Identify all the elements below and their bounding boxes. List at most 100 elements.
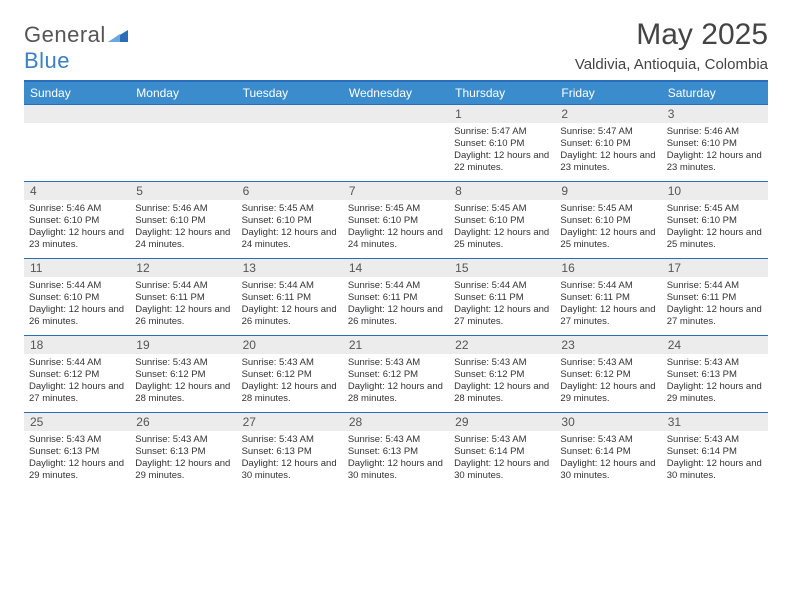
day-number: 18 [24,336,130,354]
sunset-text: Sunset: 6:11 PM [667,292,763,304]
daylight-text: Daylight: 12 hours and 23 minutes. [560,150,656,174]
sunrise-text: Sunrise: 5:47 AM [454,126,550,138]
weekday-header-row: SundayMondayTuesdayWednesdayThursdayFrid… [24,82,768,104]
sunset-text: Sunset: 6:12 PM [348,369,444,381]
daylight-text: Daylight: 12 hours and 25 minutes. [454,227,550,251]
daylight-text: Daylight: 12 hours and 30 minutes. [454,458,550,482]
day-number: 15 [449,259,555,277]
daylight-text: Daylight: 12 hours and 26 minutes. [29,304,125,328]
day-number: 30 [555,413,661,431]
daylight-text: Daylight: 12 hours and 28 minutes. [348,381,444,405]
daylight-text: Daylight: 12 hours and 27 minutes. [454,304,550,328]
calendar-week: 123Sunrise: 5:47 AMSunset: 6:10 PMDaylig… [24,104,768,181]
calendar-grid: SundayMondayTuesdayWednesdayThursdayFrid… [24,80,768,489]
day-cell: Sunrise: 5:45 AMSunset: 6:10 PMDaylight:… [237,200,343,258]
brand-name-a: General [24,22,106,47]
daylight-text: Daylight: 12 hours and 29 minutes. [560,381,656,405]
day-number: 7 [343,182,449,200]
daylight-text: Daylight: 12 hours and 26 minutes. [135,304,231,328]
calendar-week: 18192021222324Sunrise: 5:44 AMSunset: 6:… [24,335,768,412]
day-number: 27 [237,413,343,431]
daylight-text: Daylight: 12 hours and 30 minutes. [348,458,444,482]
daylight-text: Daylight: 12 hours and 27 minutes. [667,304,763,328]
day-number: 16 [555,259,661,277]
sunrise-text: Sunrise: 5:47 AM [560,126,656,138]
daylight-text: Daylight: 12 hours and 27 minutes. [560,304,656,328]
sunset-text: Sunset: 6:10 PM [242,215,338,227]
day-cell: Sunrise: 5:44 AMSunset: 6:12 PMDaylight:… [24,354,130,412]
sunset-text: Sunset: 6:11 PM [242,292,338,304]
weekday-header: Wednesday [343,82,449,104]
daylight-text: Daylight: 12 hours and 28 minutes. [454,381,550,405]
day-cell: Sunrise: 5:46 AMSunset: 6:10 PMDaylight:… [130,200,236,258]
daylight-text: Daylight: 12 hours and 24 minutes. [348,227,444,251]
day-cell: Sunrise: 5:43 AMSunset: 6:13 PMDaylight:… [237,431,343,489]
sunset-text: Sunset: 6:13 PM [348,446,444,458]
sunrise-text: Sunrise: 5:44 AM [667,280,763,292]
sunset-text: Sunset: 6:14 PM [560,446,656,458]
day-cell: Sunrise: 5:45 AMSunset: 6:10 PMDaylight:… [555,200,661,258]
day-cell: Sunrise: 5:47 AMSunset: 6:10 PMDaylight:… [449,123,555,181]
day-number: 19 [130,336,236,354]
sunset-text: Sunset: 6:10 PM [667,215,763,227]
sunset-text: Sunset: 6:11 PM [135,292,231,304]
sunset-text: Sunset: 6:12 PM [560,369,656,381]
day-cell: Sunrise: 5:44 AMSunset: 6:10 PMDaylight:… [24,277,130,335]
day-number-empty [237,105,343,123]
sunrise-text: Sunrise: 5:46 AM [29,203,125,215]
day-number: 24 [662,336,768,354]
sunset-text: Sunset: 6:14 PM [667,446,763,458]
daylight-text: Daylight: 12 hours and 27 minutes. [29,381,125,405]
day-cell-empty [343,123,449,181]
day-cell: Sunrise: 5:45 AMSunset: 6:10 PMDaylight:… [662,200,768,258]
day-cell: Sunrise: 5:44 AMSunset: 6:11 PMDaylight:… [449,277,555,335]
daylight-text: Daylight: 12 hours and 29 minutes. [29,458,125,482]
sunrise-text: Sunrise: 5:44 AM [29,357,125,369]
daylight-text: Daylight: 12 hours and 28 minutes. [135,381,231,405]
day-cell: Sunrise: 5:46 AMSunset: 6:10 PMDaylight:… [662,123,768,181]
sunrise-text: Sunrise: 5:43 AM [29,434,125,446]
day-cell: Sunrise: 5:43 AMSunset: 6:13 PMDaylight:… [130,431,236,489]
day-number: 8 [449,182,555,200]
day-cell: Sunrise: 5:43 AMSunset: 6:12 PMDaylight:… [449,354,555,412]
sunset-text: Sunset: 6:10 PM [29,292,125,304]
sunrise-text: Sunrise: 5:43 AM [667,434,763,446]
weekday-header: Monday [130,82,236,104]
daylight-text: Daylight: 12 hours and 30 minutes. [242,458,338,482]
day-number: 11 [24,259,130,277]
brand-triangle-icon [108,22,128,48]
day-cell: Sunrise: 5:43 AMSunset: 6:13 PMDaylight:… [343,431,449,489]
day-number: 4 [24,182,130,200]
month-title: May 2025 [575,18,768,52]
weekday-header: Thursday [449,82,555,104]
sunset-text: Sunset: 6:10 PM [667,138,763,150]
sunrise-text: Sunrise: 5:45 AM [242,203,338,215]
page-header: GeneralBlue May 2025 Valdivia, Antioquia… [24,18,768,74]
sunrise-text: Sunrise: 5:43 AM [454,434,550,446]
sunrise-text: Sunrise: 5:44 AM [135,280,231,292]
weeks-container: 123Sunrise: 5:47 AMSunset: 6:10 PMDaylig… [24,104,768,489]
sunset-text: Sunset: 6:11 PM [348,292,444,304]
calendar-week: 45678910Sunrise: 5:46 AMSunset: 6:10 PMD… [24,181,768,258]
day-number: 22 [449,336,555,354]
day-number: 28 [343,413,449,431]
day-cell: Sunrise: 5:43 AMSunset: 6:12 PMDaylight:… [130,354,236,412]
day-cell: Sunrise: 5:43 AMSunset: 6:12 PMDaylight:… [237,354,343,412]
day-cell: Sunrise: 5:43 AMSunset: 6:14 PMDaylight:… [662,431,768,489]
sunrise-text: Sunrise: 5:43 AM [242,434,338,446]
day-cell: Sunrise: 5:43 AMSunset: 6:12 PMDaylight:… [555,354,661,412]
sunrise-text: Sunrise: 5:45 AM [348,203,444,215]
sunrise-text: Sunrise: 5:43 AM [348,357,444,369]
day-cell: Sunrise: 5:44 AMSunset: 6:11 PMDaylight:… [662,277,768,335]
day-cell: Sunrise: 5:47 AMSunset: 6:10 PMDaylight:… [555,123,661,181]
sunrise-text: Sunrise: 5:44 AM [242,280,338,292]
day-number: 9 [555,182,661,200]
day-number: 17 [662,259,768,277]
sunset-text: Sunset: 6:10 PM [348,215,444,227]
day-number-empty [343,105,449,123]
sunset-text: Sunset: 6:12 PM [242,369,338,381]
calendar-week: 11121314151617Sunrise: 5:44 AMSunset: 6:… [24,258,768,335]
weekday-header: Friday [555,82,661,104]
sunset-text: Sunset: 6:10 PM [560,138,656,150]
sunrise-text: Sunrise: 5:44 AM [454,280,550,292]
